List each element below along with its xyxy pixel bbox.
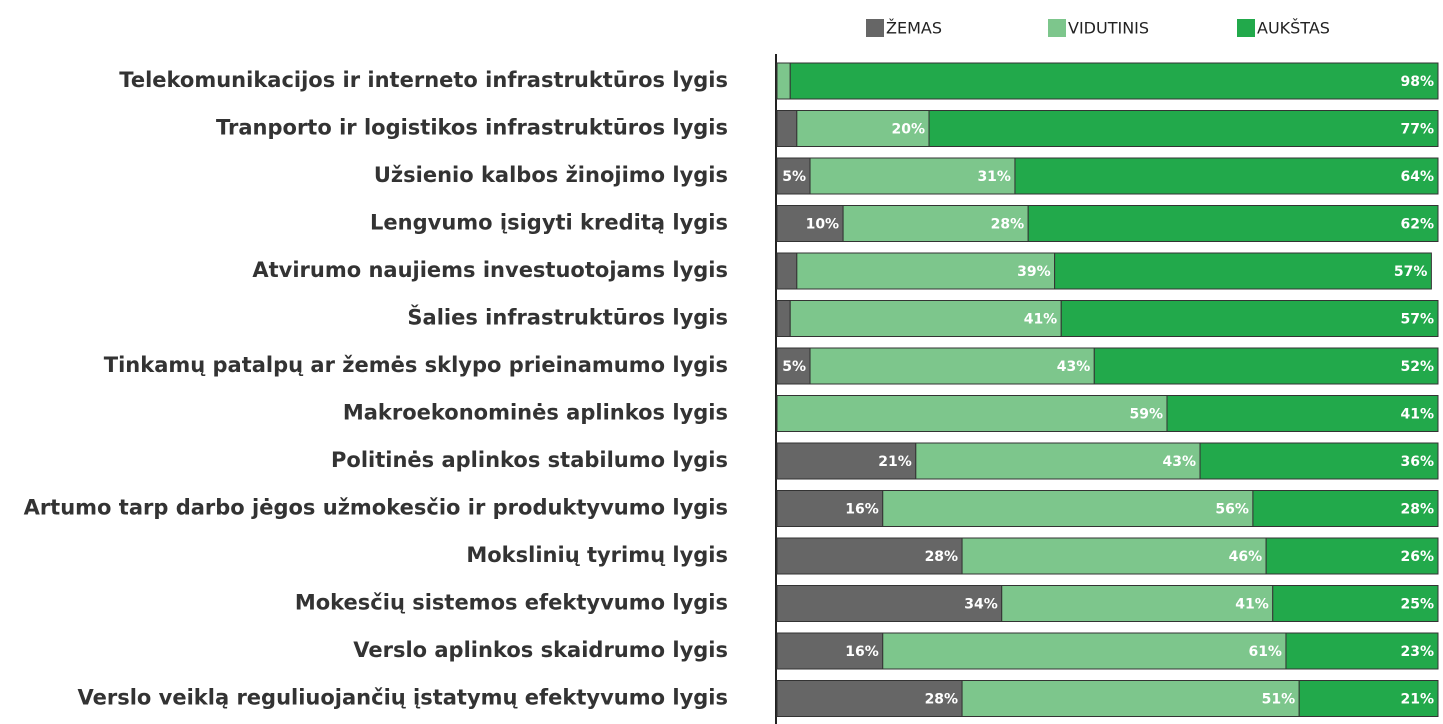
data-label: 41%: [1235, 597, 1269, 613]
bar-segment: [776, 110, 798, 147]
category-label: Mokesčių sistemos efektyvumo lygis: [295, 591, 728, 615]
bar-segment: [1027, 205, 1439, 242]
data-label: 43%: [1163, 454, 1197, 470]
bar-segment: [776, 300, 791, 337]
bar-segment: [1252, 490, 1439, 527]
bar-segment: [776, 252, 798, 290]
data-label: 59%: [1129, 407, 1163, 423]
bar-segment: [776, 62, 791, 100]
data-label: 16%: [845, 502, 879, 518]
category-label: Tinkamų patalpų ar žemės sklypo prieinam…: [104, 353, 728, 377]
bar-segment: [1001, 585, 1274, 622]
bar-segment: [776, 585, 1003, 622]
bar-segment: [1166, 395, 1439, 432]
category-label: Artumo tarp darbo jėgos užmokesčio ir pr…: [24, 496, 728, 520]
data-label: 21%: [1400, 692, 1434, 708]
data-label: 36%: [1400, 454, 1434, 470]
bar-segment: [776, 632, 884, 670]
category-label: Verslo veiklą reguliuojančių įstatymų ef…: [78, 686, 728, 710]
bar-segment: [1054, 252, 1432, 290]
legend-label: ŽEMAS: [886, 19, 942, 38]
data-label: 21%: [878, 454, 912, 470]
bar-segment: [1298, 680, 1439, 717]
category-label: Telekomunikacijos ir interneto infrastru…: [119, 68, 728, 92]
bar-segment: [928, 110, 1439, 147]
bar-segment: [1093, 347, 1439, 385]
data-label: 64%: [1400, 169, 1434, 185]
bar-segment: [1285, 632, 1439, 670]
data-label: 98%: [1400, 74, 1434, 90]
bar-segment: [776, 395, 1168, 432]
data-label: 34%: [964, 597, 998, 613]
data-label: 23%: [1400, 644, 1434, 660]
legend-swatch: [1237, 19, 1255, 37]
data-label: 39%: [1017, 264, 1051, 280]
legend-swatch: [1048, 19, 1066, 37]
data-label: 28%: [1400, 502, 1434, 518]
category-label: Atvirumo naujiems investuotojams lygis: [252, 258, 728, 282]
data-label: 41%: [1400, 407, 1434, 423]
bar-segment: [1199, 442, 1439, 480]
bar-segment: [809, 347, 1095, 385]
bar-segment: [809, 157, 1016, 195]
data-label: 41%: [1024, 312, 1058, 328]
data-label: 20%: [892, 122, 926, 138]
bar-segment: [1272, 585, 1439, 622]
data-label: 25%: [1400, 597, 1434, 613]
bar-segment: [776, 537, 963, 575]
data-label: 62%: [1400, 217, 1434, 233]
category-label: Tranporto ir logistikos infrastruktūros …: [216, 116, 728, 140]
bar-segment: [961, 537, 1267, 575]
data-label: 28%: [991, 217, 1025, 233]
bar-segment: [789, 300, 1062, 337]
bar-segment: [882, 490, 1254, 527]
data-label: 57%: [1400, 312, 1434, 328]
category-label: Lengvumo įsigyti kreditą lygis: [370, 211, 728, 235]
bar-segment: [796, 252, 1056, 290]
bar-segment: [961, 680, 1300, 717]
data-label: 31%: [977, 169, 1011, 185]
category-label: Makroekonominės aplinkos lygis: [343, 401, 728, 425]
legend-label: AUKŠTAS: [1257, 19, 1330, 38]
category-label: Verslo aplinkos skaidrumo lygis: [353, 638, 728, 662]
bar-segment: [1060, 300, 1439, 337]
category-label: Mokslinių tyrimų lygis: [466, 543, 728, 567]
data-label: 51%: [1262, 692, 1296, 708]
bar-segment: [776, 157, 811, 195]
data-label: 57%: [1394, 264, 1428, 280]
bar-segment: [776, 680, 963, 717]
data-label: 28%: [925, 692, 959, 708]
data-label: 26%: [1400, 549, 1434, 565]
bar-segment: [882, 632, 1287, 670]
category-label: Šalies infrastruktūros lygis: [407, 305, 728, 330]
legend-swatch: [866, 19, 884, 37]
data-label: 77%: [1400, 122, 1434, 138]
legend-label: VIDUTINIS: [1068, 19, 1149, 38]
data-label: 5%: [782, 169, 806, 185]
data-label: 46%: [1229, 549, 1263, 565]
bar-segment: [789, 62, 1439, 100]
data-label: 16%: [845, 644, 879, 660]
bar-segment: [1265, 537, 1439, 575]
data-label: 28%: [925, 549, 959, 565]
data-label: 43%: [1057, 359, 1091, 375]
category-label: Užsienio kalbos žinojimo lygis: [374, 163, 728, 187]
data-label: 52%: [1400, 359, 1434, 375]
bar-segment: [1014, 157, 1439, 195]
bar-segment: [915, 442, 1201, 480]
bar-segment: [776, 490, 884, 527]
data-label: 5%: [782, 359, 806, 375]
data-label: 61%: [1248, 644, 1282, 660]
category-label: Politinės aplinkos stabilumo lygis: [331, 448, 728, 472]
data-label: 56%: [1215, 502, 1249, 518]
data-label: 10%: [806, 217, 840, 233]
